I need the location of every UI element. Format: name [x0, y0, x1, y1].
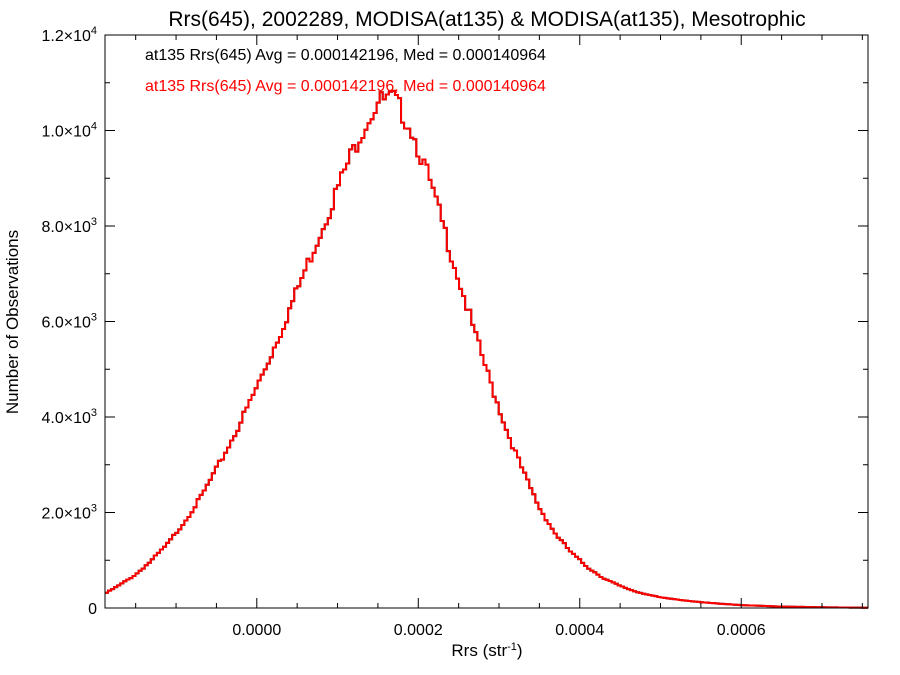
y-tick-label: 1.2×104: [41, 25, 97, 45]
y-tick-label: 8.0×103: [41, 216, 97, 236]
x-axis-label-close: ): [517, 641, 523, 660]
x-tick-label: 0.0000: [232, 622, 281, 639]
series-line-red: [105, 89, 868, 609]
x-axis: 0.0000 0.0002 0.0004 0.0006: [135, 35, 863, 639]
x-tick-label: 0.0002: [394, 622, 443, 639]
y-axis-label: Number of Observations: [3, 230, 22, 414]
y-tick-label: 1.0×104: [41, 121, 97, 141]
x-tick-label: 0.0004: [555, 622, 604, 639]
chart-title: Rrs(645), 2002289, MODISA(at135) & MODIS…: [168, 8, 805, 31]
x-axis-label: Rrs (str-1): [451, 641, 522, 660]
y-tick-label: 4.0×103: [41, 407, 97, 427]
x-axis-label-sup: -1: [507, 641, 517, 653]
series-line-black: [105, 89, 868, 609]
y-tick-label: 0: [88, 601, 97, 618]
x-tick-label: 0.0006: [717, 622, 766, 639]
plot-frame: [104, 34, 869, 609]
y-axis: 0 2.0×103 4.0×103 6.0×103 8.0×103 1.0×104 1.2×…: [41, 25, 868, 618]
x-axis-label-base: Rrs (str: [451, 641, 507, 660]
y-tick-label: 2.0×103: [41, 503, 97, 523]
y-tick-label: 6.0×103: [41, 312, 97, 332]
legend-entry-red: at135 Rrs(645) Avg = 0.000142196, Med = …: [145, 78, 546, 95]
series-layer: [105, 89, 868, 609]
legend-entry-black: at135 Rrs(645) Avg = 0.000142196, Med = …: [145, 47, 546, 64]
